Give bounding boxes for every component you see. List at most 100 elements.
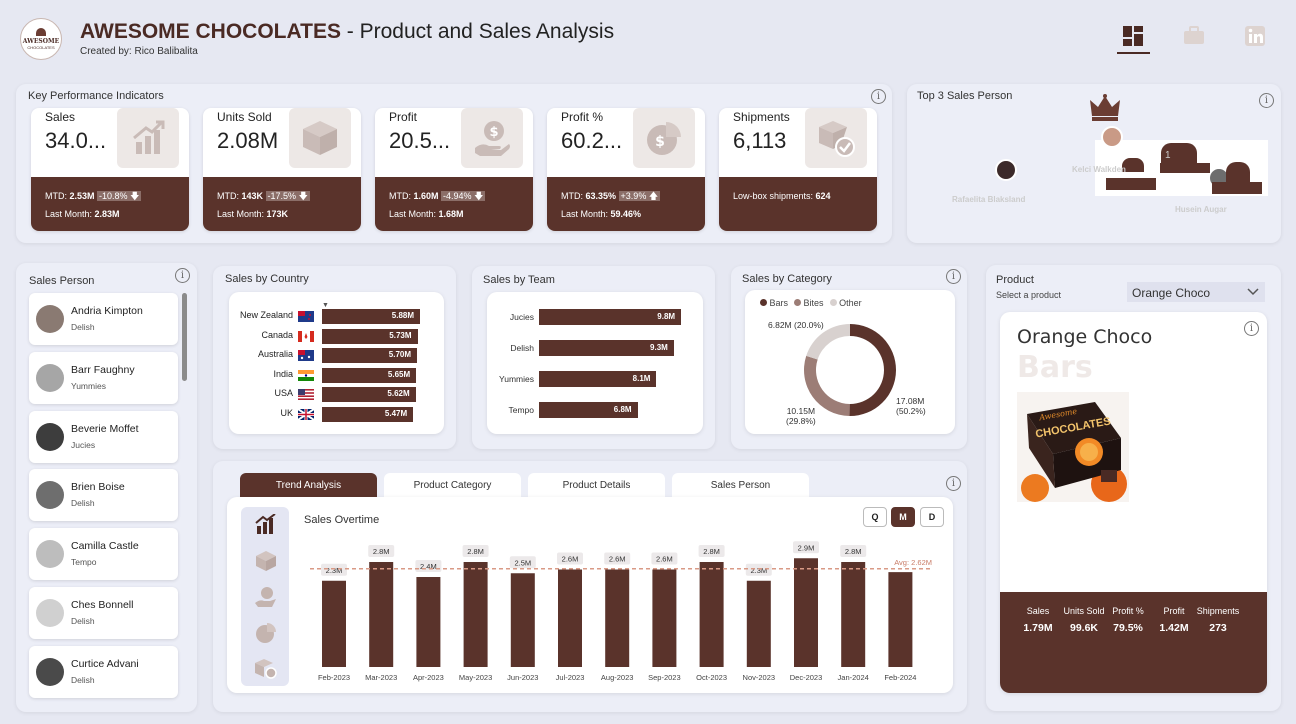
trend-bar[interactable] xyxy=(510,573,535,667)
team-bar[interactable] xyxy=(539,309,682,325)
trend-bar[interactable] xyxy=(558,569,582,668)
donut-slice-other[interactable] xyxy=(806,324,850,360)
trend-bar[interactable] xyxy=(794,558,818,667)
legend-item[interactable]: Bars xyxy=(760,298,788,308)
trend-bar[interactable] xyxy=(416,577,441,667)
trend-bar[interactable] xyxy=(699,562,724,667)
dashboard-nav-icon[interactable] xyxy=(1122,26,1144,46)
team-bar[interactable] xyxy=(539,340,674,356)
granularity-quarter-button[interactable]: Q xyxy=(863,507,887,527)
podium-second-top xyxy=(1122,158,1144,172)
salesperson-card[interactable]: Ches Bonnell Delish xyxy=(29,587,178,639)
legend-item[interactable]: Other xyxy=(829,298,862,308)
sales-measure-icon[interactable] xyxy=(254,513,278,536)
granularity-day-button[interactable]: D xyxy=(920,507,944,527)
trend-data-label: 2.9M xyxy=(798,543,815,552)
salesperson-card[interactable]: Beverie Moffet Jucies xyxy=(29,410,178,463)
analysis-info-icon[interactable]: i xyxy=(946,476,961,491)
product-select[interactable]: Orange Choco xyxy=(1127,282,1265,302)
kpi-card-profit-percent[interactable]: Profit % 60.2... $ MTD: 63.35% +3.9% 🡅 L… xyxy=(547,108,705,231)
kpi-label: Sales xyxy=(45,110,76,124)
trend-bar[interactable] xyxy=(746,580,771,667)
granularity-month-button[interactable]: M xyxy=(891,507,915,527)
x-tick-label: Feb-2024 xyxy=(884,673,916,682)
profit-measure-icon[interactable] xyxy=(254,586,278,608)
kpi-card-profit[interactable]: Profit 20.5... $ MTD: 1.60M -4.94% 🡇 Las… xyxy=(375,108,533,231)
country-bar[interactable] xyxy=(322,309,420,324)
kpi-info-icon[interactable]: i xyxy=(871,89,886,104)
category-legend: Bars Bites Other xyxy=(760,298,862,308)
top3-title: Top 3 Sales Person xyxy=(917,90,1013,102)
kpi-card-sales[interactable]: Sales 34.0... MTD: 2.53M -10.8% 🡇 Last M… xyxy=(31,108,189,231)
tab-product-category[interactable]: Product Category xyxy=(384,473,521,498)
country-bar[interactable] xyxy=(322,328,418,344)
salesperson-info-icon[interactable]: i xyxy=(175,268,190,283)
trend-bar[interactable] xyxy=(463,562,488,667)
team-bar[interactable] xyxy=(539,371,657,387)
salesperson-card[interactable]: Curtice Advani Delish xyxy=(29,645,178,698)
tab-product-details[interactable]: Product Details xyxy=(528,473,665,498)
trend-data-label: 2.8M xyxy=(703,547,720,556)
trend-bar[interactable] xyxy=(652,569,677,668)
country-name: USA xyxy=(274,388,293,398)
change-badge: -10.8% 🡇 xyxy=(97,191,142,201)
linkedin-nav-icon[interactable] xyxy=(1244,26,1266,46)
nav-active-indicator xyxy=(1117,52,1150,54)
tab-trend-analysis[interactable]: Trend Analysis xyxy=(240,473,377,498)
profit-pct-measure-icon[interactable] xyxy=(254,622,278,644)
salesperson-card[interactable]: Brien Boise Delish xyxy=(29,469,178,522)
tab-sales-person[interactable]: Sales Person xyxy=(672,473,809,498)
last-month-value: 2.83M xyxy=(94,209,120,219)
country-bar[interactable] xyxy=(322,387,416,402)
flag-icon xyxy=(298,408,314,420)
kpi-card-units-sold[interactable]: Units Sold 2.08M MTD: 143K -17.5% 🡇 Last… xyxy=(203,108,361,231)
scrollbar-thumb[interactable] xyxy=(182,293,187,381)
trend-data-label: 2.6M xyxy=(656,555,673,564)
shipments-measure-icon[interactable] xyxy=(254,658,278,680)
salesperson-name: Ches Bonnell xyxy=(71,599,134,611)
category-donut xyxy=(804,324,896,416)
product-info-icon[interactable]: i xyxy=(1244,321,1259,336)
trend-bar[interactable] xyxy=(605,569,630,668)
team-bar[interactable] xyxy=(539,402,638,418)
sort-indicator-icon[interactable]: ▼ xyxy=(322,302,329,309)
legend-item[interactable]: Bites xyxy=(794,298,824,308)
briefcase-nav-icon[interactable] xyxy=(1183,26,1205,46)
category-info-icon[interactable]: i xyxy=(946,269,961,284)
product-stat-value: 99.6K xyxy=(1069,622,1099,634)
trend-bar[interactable] xyxy=(841,562,866,667)
salesperson-card[interactable]: Camilla Castle Tempo xyxy=(29,528,178,581)
kpi-footer: MTD: 2.53M -10.8% 🡇 Last Month: 2.83M xyxy=(31,177,189,231)
trend-data-label: 2.5M xyxy=(514,558,531,567)
donut-slice-bites[interactable] xyxy=(804,355,850,416)
trend-data-label: 2.8M xyxy=(467,547,484,556)
top3-info-icon[interactable]: i xyxy=(1259,93,1274,108)
x-tick-label: Sep-2023 xyxy=(648,673,681,682)
x-tick-label: Oct-2023 xyxy=(696,673,727,682)
avatar xyxy=(36,422,64,451)
donut-slice-bars[interactable] xyxy=(849,324,896,416)
avatar xyxy=(36,363,64,392)
trend-data-label-bg xyxy=(462,545,489,557)
country-bar[interactable] xyxy=(322,367,417,383)
avatar xyxy=(995,159,1017,181)
salesperson-card[interactable]: Barr Faughny Yummies xyxy=(29,351,178,404)
units-measure-icon[interactable] xyxy=(254,550,278,572)
country-bar[interactable] xyxy=(322,348,417,363)
average-label: Avg: 2.62M xyxy=(894,558,932,567)
salesperson-name: Barr Faughny xyxy=(71,363,135,376)
logo-text-top: AWESOME xyxy=(22,38,60,45)
product-stat-value: 79.5% xyxy=(1113,622,1143,634)
x-tick-label: Mar-2023 xyxy=(365,673,397,682)
salesperson-card[interactable]: Andria Kimpton Delish xyxy=(29,293,178,345)
product-title: Product xyxy=(996,274,1034,286)
kpi-card-shipments[interactable]: Shipments 6,113 Low-box shipments: 624 xyxy=(719,108,877,231)
trend-data-label: 2.8M xyxy=(373,547,390,556)
trend-bar[interactable] xyxy=(369,562,394,667)
team-name: Yummies xyxy=(499,374,534,384)
product-stat-label: Sales xyxy=(1026,606,1050,616)
trend-bar[interactable] xyxy=(322,580,346,667)
kpi-label: Units Sold xyxy=(217,110,272,124)
country-bar[interactable] xyxy=(322,406,414,422)
trend-bar[interactable] xyxy=(888,572,913,667)
